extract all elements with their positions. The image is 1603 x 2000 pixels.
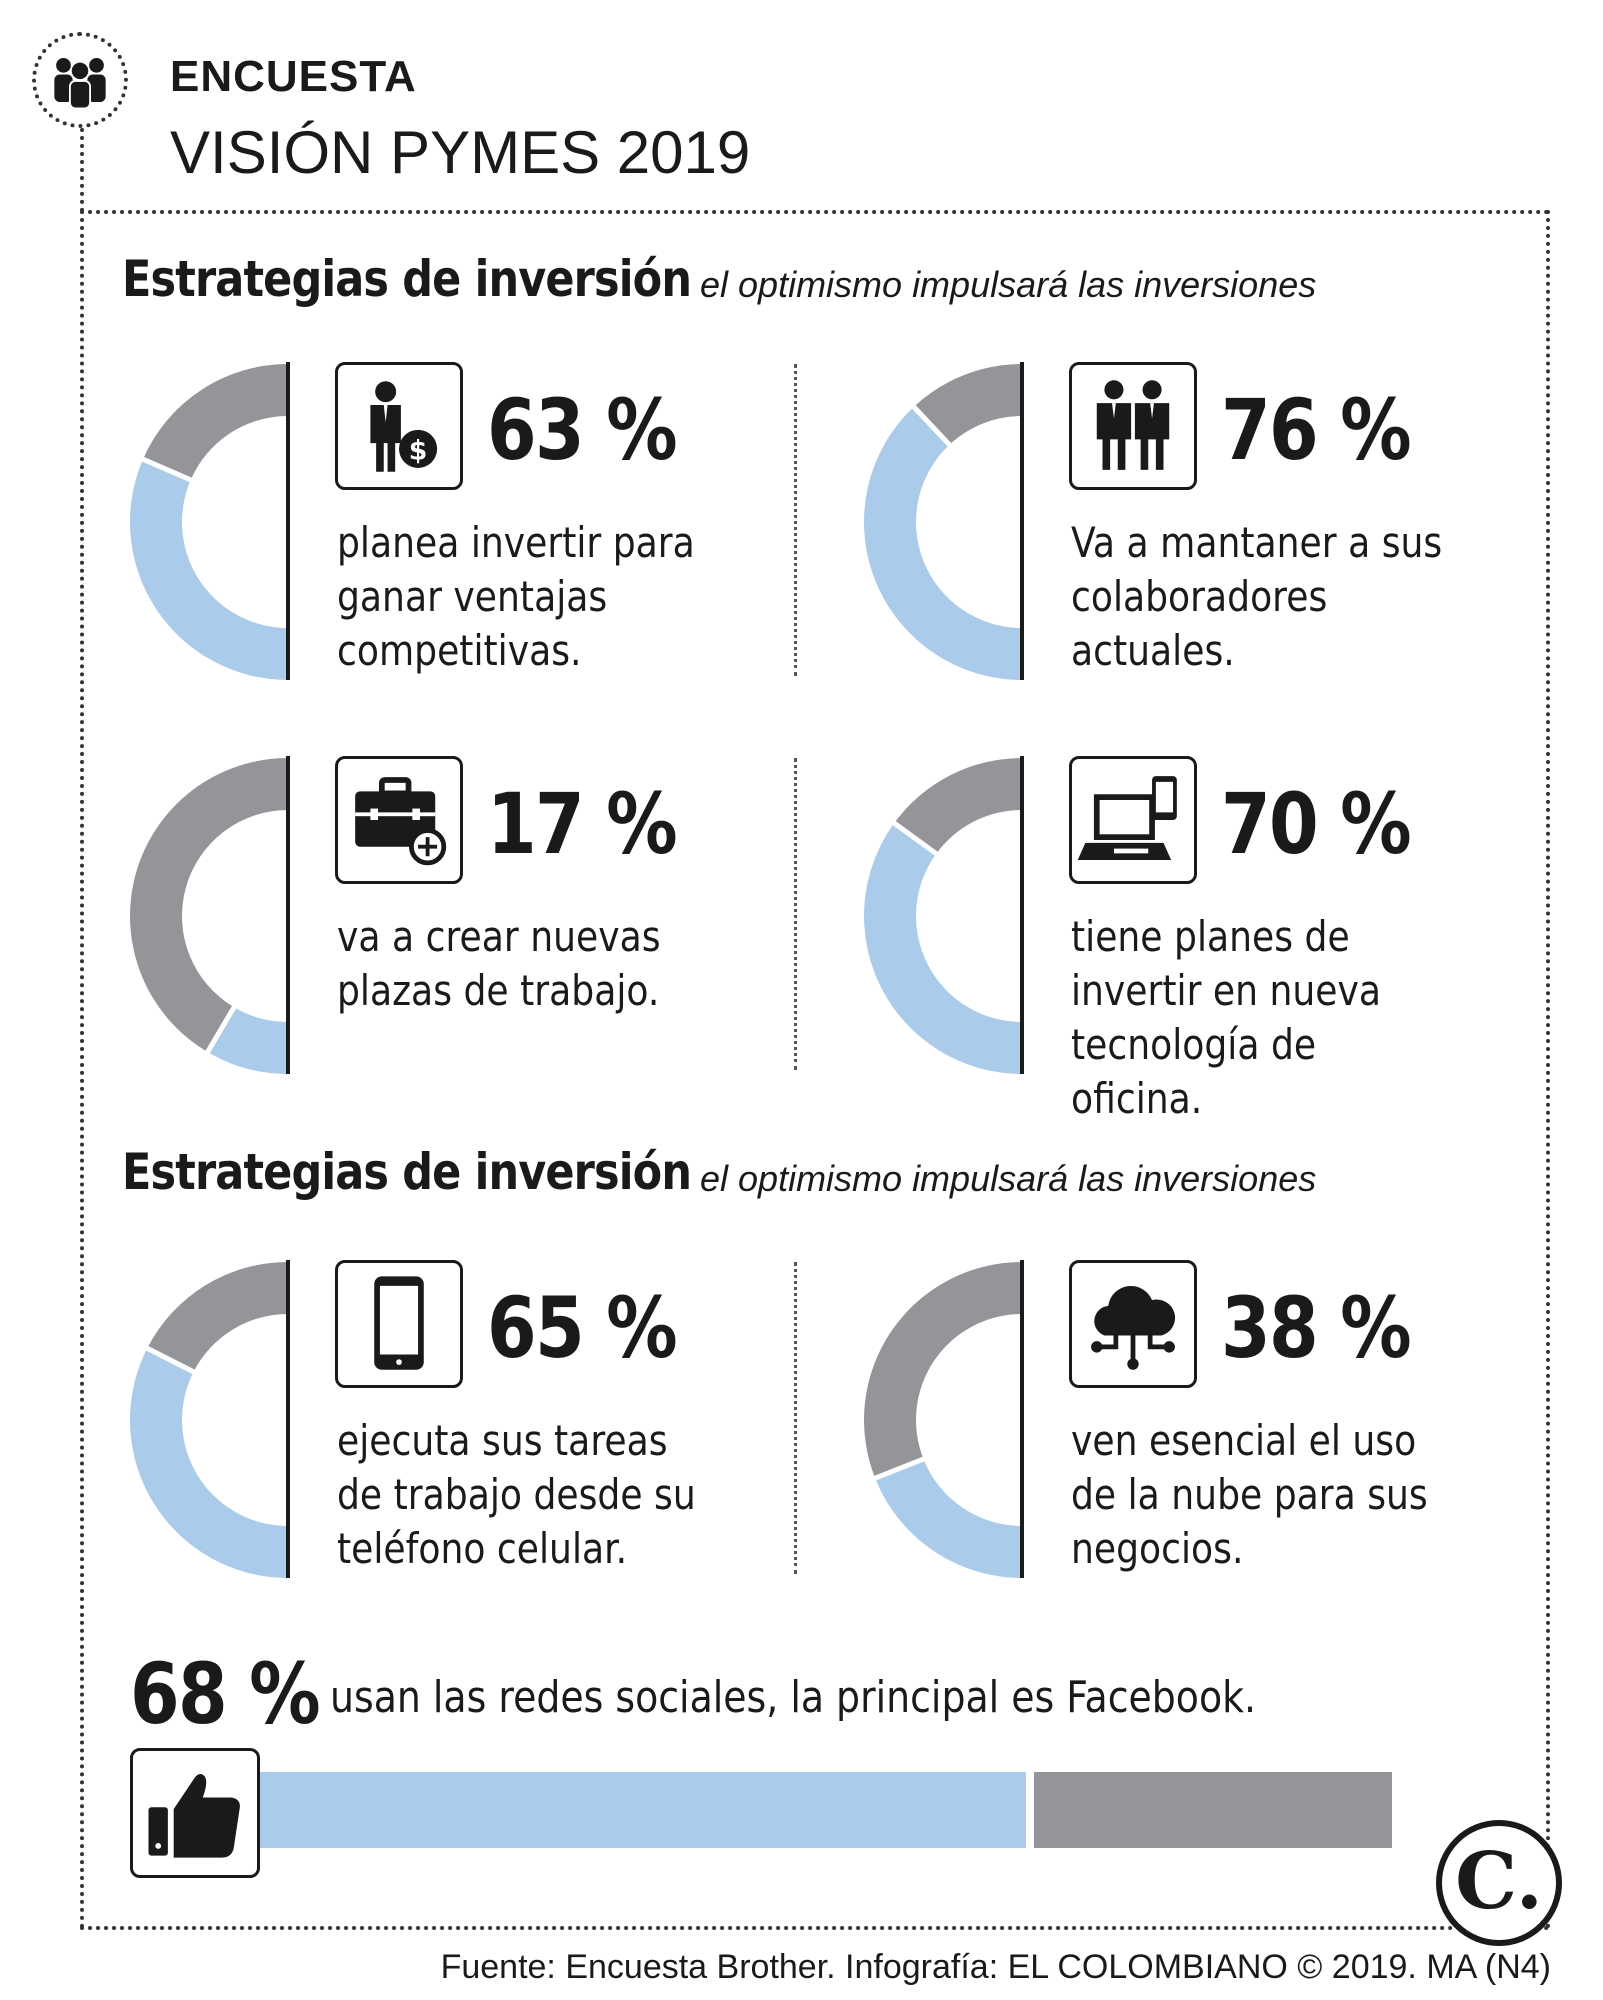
- donut-segment-rest: [864, 1262, 1022, 1479]
- stat-description: ven esencial el uso de la nube para sus …: [1071, 1416, 1428, 1573]
- donut-segment-divider: [140, 456, 194, 483]
- section-title-1: Estrategias de inversión: [122, 250, 692, 308]
- donut-segment-rest: [129, 758, 288, 1052]
- donut-chart: [862, 1260, 1022, 1580]
- kicker: ENCUESTA: [170, 52, 417, 101]
- summary-bar-fill: [260, 1772, 1026, 1848]
- donut-chart: [862, 362, 1022, 682]
- section-title-2: Estrategias de inversión: [122, 1143, 692, 1201]
- stat-description: planea invertir para ganar ventajas comp…: [337, 518, 695, 675]
- source-credit: Fuente: Encuesta Brother. Infografía: EL…: [440, 1948, 1551, 1986]
- donut-axis-line: [286, 1260, 290, 1578]
- donut-chart: [128, 362, 288, 682]
- brand-logo: C.: [1436, 1820, 1562, 1946]
- column-divider: [794, 758, 797, 1070]
- cloud-network-icon: [1069, 1260, 1197, 1388]
- summary-percentage: 68 %: [130, 1645, 321, 1743]
- percentage-value: 63 %: [487, 381, 678, 479]
- donut-segment-value: [129, 459, 288, 680]
- people-group-icon: [32, 32, 128, 128]
- donut-axis-line: [286, 756, 290, 1074]
- donut-axis-line: [1020, 362, 1024, 680]
- percentage-value: 38 %: [1221, 1279, 1412, 1377]
- donut-segment-rest: [147, 1262, 288, 1372]
- donut-axis-line: [286, 362, 290, 680]
- frame-connector: [80, 128, 84, 212]
- briefcase-plus-icon: [335, 756, 463, 884]
- donut-segment-rest: [913, 364, 1022, 445]
- section-subtitle-2: el optimismo impulsará las inversiones: [700, 1158, 1317, 1199]
- percentage-value: 76 %: [1221, 381, 1412, 479]
- donut-segment-value: [129, 1348, 288, 1578]
- donut-segment-rest: [142, 364, 288, 480]
- businessman-money-icon: $: [335, 362, 463, 490]
- thumbs-up-icon: [130, 1748, 260, 1878]
- stat-description: va a crear nuevas plazas de trabajo.: [337, 912, 661, 1015]
- content-frame: [80, 210, 1550, 1930]
- donut-segment-divider: [204, 1004, 238, 1055]
- donut-segment-value: [875, 1459, 1022, 1578]
- donut-segment-divider: [910, 403, 953, 448]
- column-divider: [794, 364, 797, 676]
- stat-description: ejecuta sus tareas de trabajo desde su t…: [337, 1416, 696, 1573]
- svg-text:$: $: [409, 435, 428, 466]
- stat-description: Va a mantaner a sus colaboradores actual…: [1071, 518, 1443, 675]
- donut-segment-divider: [144, 1345, 197, 1376]
- donut-segment-divider: [872, 1455, 927, 1482]
- donut-segment-divider: [891, 819, 940, 857]
- donut-chart: [128, 756, 288, 1076]
- column-divider: [794, 1262, 797, 1574]
- donut-segment-value: [207, 1007, 288, 1074]
- donut-segment-rest: [894, 758, 1022, 854]
- donut-axis-line: [1020, 1260, 1024, 1578]
- laptop-phone-icon: [1069, 756, 1197, 884]
- summary-description: usan las redes sociales, la principal es…: [330, 1672, 1257, 1723]
- smartphone-icon: [335, 1260, 463, 1388]
- donut-chart: [128, 1260, 288, 1580]
- percentage-value: 70 %: [1221, 775, 1412, 873]
- section-subtitle-1: el optimismo impulsará las inversiones: [700, 264, 1317, 305]
- donut-axis-line: [1020, 756, 1024, 1074]
- summary-bar: [260, 1772, 1392, 1848]
- stat-description: tiene planes de invertir en nueva tecnol…: [1071, 912, 1382, 1123]
- donut-chart: [862, 756, 1022, 1076]
- donut-segment-value: [864, 823, 1022, 1074]
- percentage-value: 17 %: [487, 775, 678, 873]
- page-title: VISIÓN PYMES 2019: [170, 119, 751, 186]
- donut-segment-value: [863, 406, 1022, 680]
- two-people-icon: [1069, 362, 1197, 490]
- percentage-value: 65 %: [487, 1279, 678, 1377]
- summary-bar-rest: [1034, 1772, 1392, 1848]
